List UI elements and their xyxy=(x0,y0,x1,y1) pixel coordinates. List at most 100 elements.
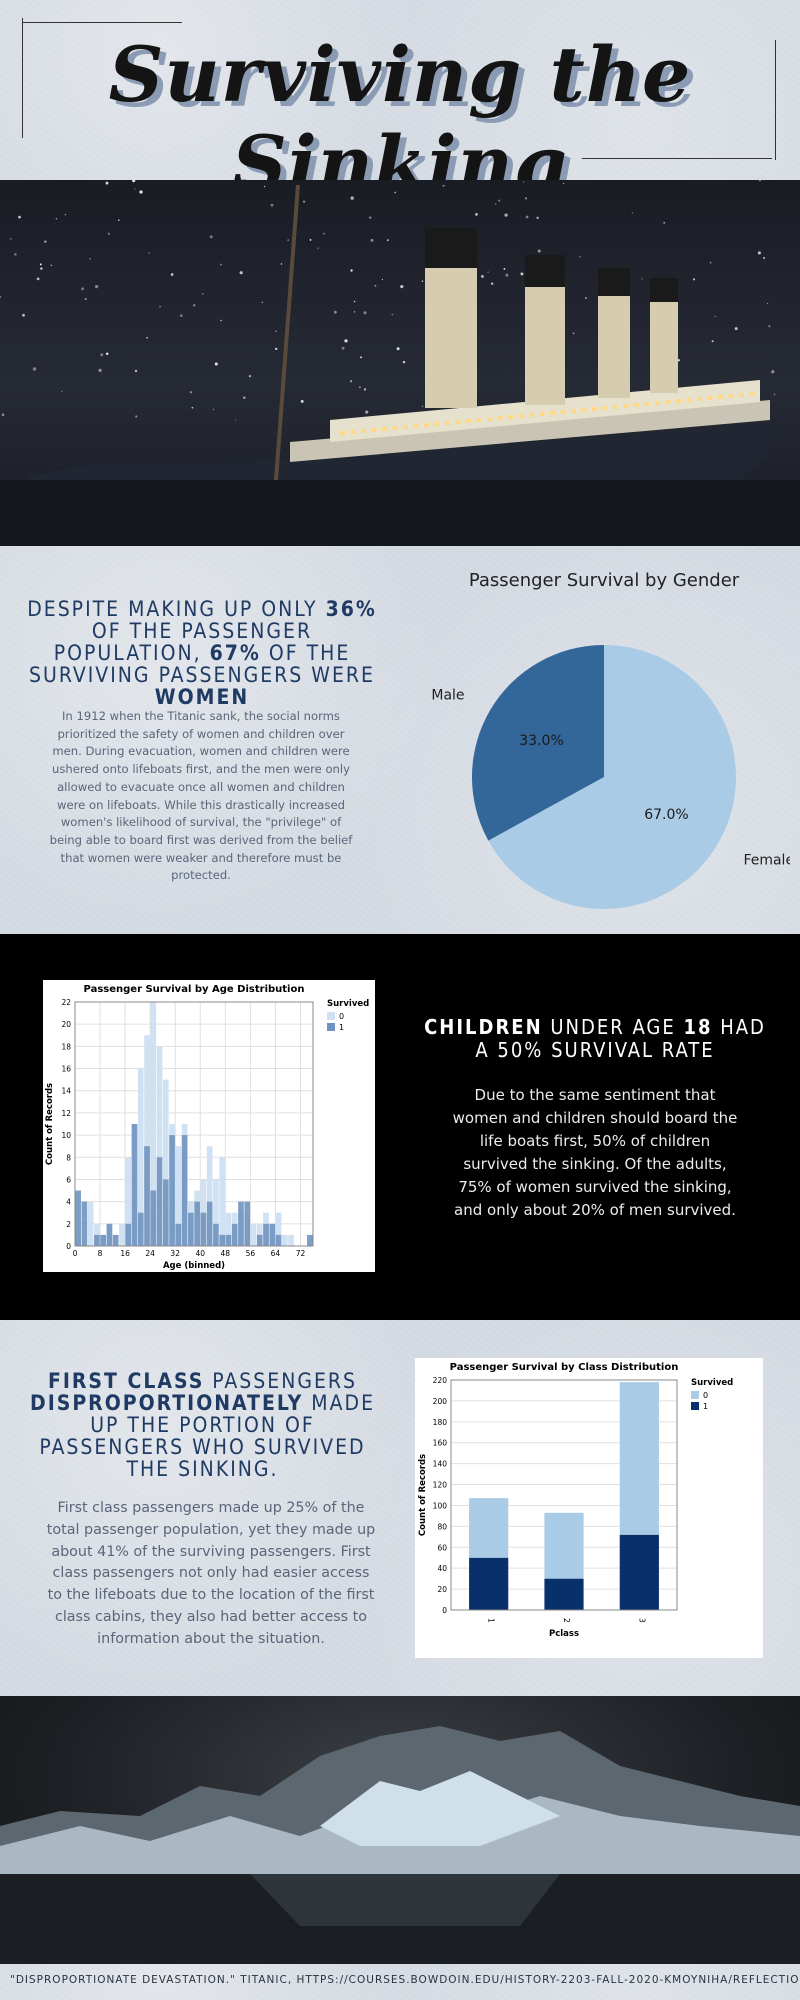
x-tick-label: 64 xyxy=(271,1249,281,1258)
star xyxy=(1,413,5,417)
star xyxy=(214,362,218,366)
star xyxy=(350,196,354,200)
star xyxy=(44,240,47,243)
y-tick-label: 120 xyxy=(433,1481,448,1490)
y-tick-label: 100 xyxy=(433,1501,448,1510)
age-bar-survived-0 xyxy=(288,1234,294,1246)
star xyxy=(302,200,306,203)
ship-window-light xyxy=(382,427,387,431)
ship-window-light xyxy=(697,397,702,401)
age-bar-survived-0 xyxy=(275,1212,282,1246)
star xyxy=(503,267,506,270)
star xyxy=(344,339,348,343)
page-title: Surviving the Sinking xyxy=(108,30,692,180)
age-section: Passenger Survival by Age Distribution 0 2… xyxy=(0,934,800,1320)
y-tick-label: 20 xyxy=(437,1585,447,1594)
pie-chart-title: Passenger Survival by Gender xyxy=(469,570,740,591)
ship-window-light xyxy=(424,423,429,427)
star xyxy=(709,261,712,264)
star xyxy=(287,239,290,241)
star xyxy=(146,336,148,339)
star xyxy=(94,284,99,289)
age-bar-survived-0 xyxy=(213,1179,219,1246)
age-bar-survived-1 xyxy=(225,1234,232,1246)
ship-window-light xyxy=(340,431,345,435)
ship-window-light xyxy=(560,410,566,414)
star xyxy=(220,319,222,322)
y-tick-label: 16 xyxy=(61,1065,71,1074)
ship-window-light xyxy=(350,430,356,434)
star xyxy=(192,304,196,307)
star xyxy=(391,313,394,316)
star xyxy=(498,199,501,202)
star xyxy=(505,273,509,277)
legend-swatch xyxy=(691,1402,699,1410)
star xyxy=(10,238,12,240)
age-bar-survived-0 xyxy=(250,1223,257,1246)
star xyxy=(524,197,528,200)
age-bar-survived-1 xyxy=(307,1234,313,1246)
star xyxy=(641,278,643,280)
x-tick-label: 24 xyxy=(145,1249,155,1258)
pie-slice-male xyxy=(472,645,604,841)
star xyxy=(353,300,356,303)
legend-label: 1 xyxy=(339,1023,344,1032)
y-axis-label: Count of Records xyxy=(45,1083,55,1165)
star xyxy=(300,399,304,403)
star xyxy=(334,310,337,314)
ship-window-light xyxy=(739,393,744,397)
star xyxy=(248,374,252,378)
star xyxy=(353,311,356,313)
ship-window-light xyxy=(361,429,366,433)
x-tick-label: 48 xyxy=(221,1249,231,1258)
y-tick-label: 160 xyxy=(433,1439,448,1448)
age-bar-survived-0 xyxy=(125,1157,132,1246)
star xyxy=(209,235,213,239)
star xyxy=(270,203,274,207)
y-tick-label: 40 xyxy=(437,1564,447,1573)
star xyxy=(350,269,353,272)
age-heading: Children under age 18 had a 50% survival… xyxy=(424,1015,766,1062)
plot-frame xyxy=(450,1379,678,1611)
ship-window-light xyxy=(634,403,639,407)
star xyxy=(579,256,581,258)
age-body-text: Due to the same sentiment that women and… xyxy=(452,1086,738,1219)
star xyxy=(421,280,424,282)
ship-deck xyxy=(290,400,770,462)
age-bar-survived-0 xyxy=(119,1223,125,1246)
age-bar-survived-1 xyxy=(269,1223,276,1246)
star xyxy=(148,252,150,254)
star xyxy=(480,274,484,278)
age-bar-survived-1 xyxy=(256,1234,263,1246)
ship-window-light xyxy=(676,399,681,403)
age-bar-survived-0 xyxy=(281,1234,288,1246)
ship-window-light xyxy=(749,392,755,396)
ship-window-light xyxy=(371,428,377,432)
star xyxy=(0,295,2,298)
age-bar-survived-1 xyxy=(106,1223,113,1246)
plot-frame xyxy=(74,1001,314,1247)
age-bar-survived-0 xyxy=(137,1068,144,1246)
star xyxy=(381,278,384,281)
star xyxy=(365,410,369,414)
age-bar-survived-1 xyxy=(112,1234,119,1246)
star xyxy=(487,271,489,273)
star xyxy=(358,386,361,389)
ship-window-light xyxy=(613,405,618,409)
age-bar-survived-0 xyxy=(256,1223,263,1246)
star xyxy=(134,369,138,373)
star xyxy=(394,191,397,194)
ship-window-light xyxy=(529,413,534,417)
star xyxy=(189,391,193,394)
age-bar-survived-1 xyxy=(206,1201,213,1246)
age-bar-survived-1 xyxy=(162,1179,169,1246)
ship-window-light xyxy=(718,395,723,399)
x-tick-label: 72 xyxy=(296,1249,306,1258)
star xyxy=(274,347,278,351)
star xyxy=(18,215,21,219)
star xyxy=(98,368,102,372)
age-bar-survived-1 xyxy=(244,1201,251,1246)
star xyxy=(317,247,319,249)
gender-body-text: In 1912 when the Titanic sank, the socia… xyxy=(49,709,353,883)
y-tick-label: 200 xyxy=(433,1397,448,1406)
